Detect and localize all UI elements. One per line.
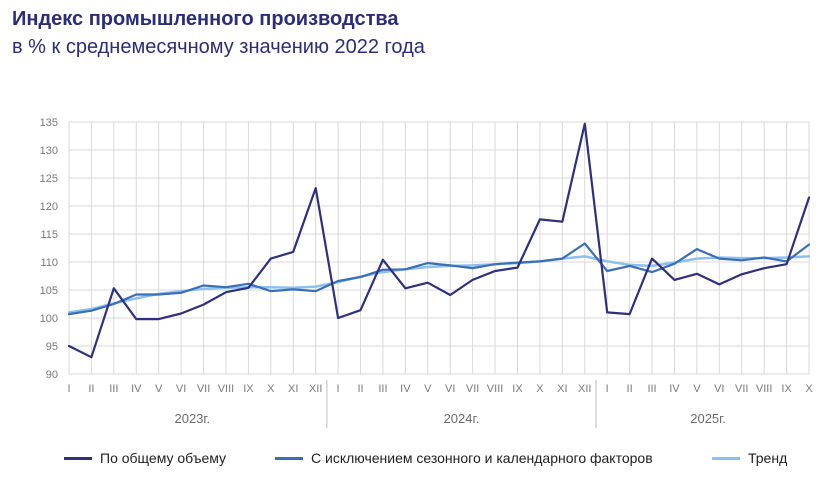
x-tick-label: VII xyxy=(735,383,748,395)
x-tick-label: X xyxy=(805,383,813,395)
legend-swatch-total xyxy=(64,456,92,460)
x-tick-label: IV xyxy=(131,383,142,395)
year-label: 2024г. xyxy=(444,411,480,426)
x-tick-label: III xyxy=(109,383,118,395)
x-tick-label: II xyxy=(627,383,633,395)
legend-item-seasonal: С исключением сезонного и календарного ф… xyxy=(275,450,653,466)
series-total-line xyxy=(67,122,811,359)
chart-subtitle: в % к среднемесячному значению 2022 года xyxy=(12,36,425,58)
x-tick-label: VII xyxy=(466,383,479,395)
chart-title: Индекс промышленного производства xyxy=(12,8,399,30)
x-tick-label: VIII xyxy=(487,383,504,395)
x-tick-label: IX xyxy=(243,383,254,395)
x-tick-label: XI xyxy=(288,383,298,395)
y-tick-label: 90 xyxy=(46,369,58,381)
x-tick-label: VII xyxy=(197,383,210,395)
x-tick-label: X xyxy=(536,383,544,395)
x-tick-label: III xyxy=(378,383,387,395)
legend-swatch-trend xyxy=(712,456,740,460)
y-tick-label: 125 xyxy=(40,173,58,185)
legend-label-total: По общему объему xyxy=(100,450,227,466)
legend-item-trend: Тренд xyxy=(712,450,787,466)
x-tick-label: V xyxy=(424,383,432,395)
x-tick-label: X xyxy=(267,383,275,395)
legend-swatch-seasonal xyxy=(275,456,303,460)
legend-item-total: По общему объему xyxy=(64,450,226,466)
x-tick-label: XI xyxy=(557,383,567,395)
x-tick-label: IX xyxy=(781,383,792,395)
x-tick-label: V xyxy=(155,383,163,395)
y-tick-label: 110 xyxy=(40,257,58,269)
y-tick-label: 135 xyxy=(40,117,58,129)
y-tick-label: 100 xyxy=(40,313,58,325)
grid-layer xyxy=(68,121,810,375)
y-tick-label: 120 xyxy=(40,201,58,213)
x-tick-label: I xyxy=(67,383,70,395)
y-tick-label: 115 xyxy=(40,229,58,241)
x-tick-label: IX xyxy=(512,383,523,395)
x-tick-label: XII xyxy=(309,383,322,395)
x-tick-label: V xyxy=(693,383,701,395)
y-tick-label: 130 xyxy=(40,145,58,157)
x-tick-label: VI xyxy=(176,383,186,395)
x-tick-label: I xyxy=(606,383,609,395)
year-label: 2023г. xyxy=(174,411,210,426)
x-tick-label: XII xyxy=(578,383,591,395)
y-tick-label: 105 xyxy=(40,285,58,297)
series-layer xyxy=(67,122,811,359)
x-tick-label: VIII xyxy=(756,383,773,395)
x-tick-label: IV xyxy=(400,383,411,395)
legend-label-trend: Тренд xyxy=(748,450,788,466)
series-seasonal-line xyxy=(67,242,811,316)
x-tick-label: IV xyxy=(669,383,680,395)
x-tick-label: III xyxy=(647,383,656,395)
x-tick-label: VIII xyxy=(218,383,235,395)
x-tick-label: VI xyxy=(445,383,455,395)
x-tick-label: VI xyxy=(714,383,724,395)
x-tick-label: I xyxy=(337,383,340,395)
legend-label-seasonal: С исключением сезонного и календарного ф… xyxy=(311,450,653,466)
y-tick-label: 95 xyxy=(46,341,58,353)
legend: По общему объему С исключением сезонного… xyxy=(0,450,834,470)
x-tick-label: II xyxy=(357,383,363,395)
year-label: 2025г. xyxy=(690,411,726,426)
x-tick-label: II xyxy=(88,383,94,395)
